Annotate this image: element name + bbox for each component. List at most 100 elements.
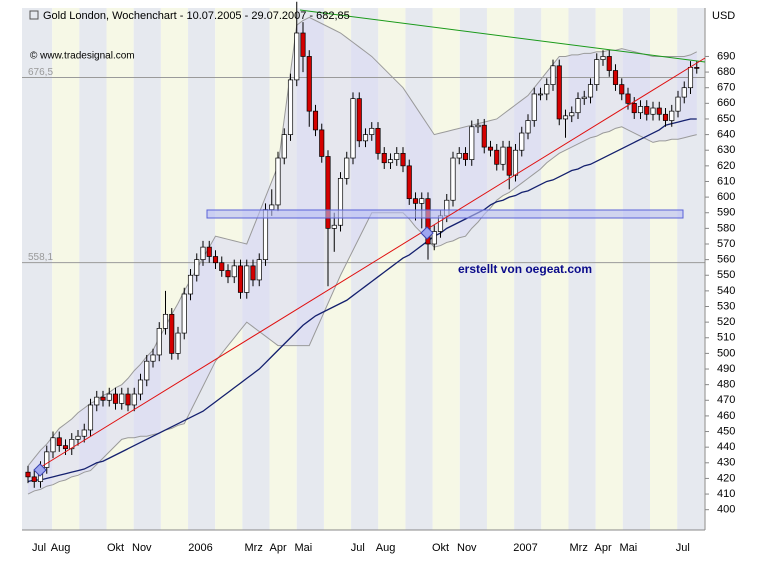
y-tick-label: 570 [717, 238, 735, 250]
y-tick-label: 460 [717, 410, 735, 422]
candle-body [225, 270, 231, 278]
reference-label: 676,5 [28, 67, 53, 78]
candle-body [206, 246, 212, 257]
candle-body [294, 32, 300, 81]
candle-body [62, 445, 69, 450]
candle-body [106, 393, 112, 401]
candle-body [387, 159, 394, 164]
y-tick-label: 480 [717, 379, 735, 391]
y-tick-label: 420 [717, 472, 735, 484]
candle-body [587, 84, 594, 98]
candle-body [687, 67, 694, 89]
y-tick-label: 580 [717, 222, 735, 234]
candle-body [119, 393, 125, 404]
y-tick-label: 660 [717, 97, 735, 109]
month-stripe [106, 8, 134, 530]
candle-body [275, 157, 281, 206]
candle-body [500, 146, 506, 165]
candle-body [44, 451, 50, 468]
x-tick-label: Jul [32, 542, 46, 554]
candle-body [600, 56, 606, 60]
candle-body [575, 98, 581, 114]
icon [29, 10, 39, 20]
candle-body [356, 98, 362, 142]
candle-body [625, 93, 631, 104]
candle-body [637, 106, 644, 114]
candle-body [194, 259, 200, 276]
candle-body [337, 178, 344, 226]
unit: USD [712, 10, 735, 22]
candle-body [469, 126, 475, 160]
x-tick-label: Nov [132, 542, 152, 554]
x-tick-label: Mai [295, 542, 313, 554]
candle-body [237, 265, 244, 293]
candle-body [300, 32, 306, 57]
candle-body [256, 259, 262, 281]
candle-body [75, 435, 81, 440]
x-tick-label: Jul [676, 542, 690, 554]
candle-body [331, 224, 337, 229]
candle-body [519, 132, 525, 151]
month-stripe [486, 8, 515, 530]
candle-body [619, 84, 625, 95]
candle-body [287, 79, 294, 135]
candle-body [512, 149, 519, 176]
annotation: erstellt von oegeat.com [458, 262, 592, 276]
candle-body [487, 146, 494, 151]
candle-body [31, 476, 37, 482]
candle-body [137, 379, 144, 395]
candle-body [369, 127, 375, 135]
x-tick-label: 2007 [513, 542, 537, 554]
x-tick-label: Mrz [570, 542, 588, 554]
y-tick-label: 620 [717, 160, 735, 172]
x-tick-label: Aug [376, 542, 396, 554]
candle-body [425, 198, 431, 245]
y-tick-label: 530 [717, 300, 735, 312]
band-area [28, 17, 697, 495]
y-tick-label: 430 [717, 457, 735, 469]
candle-body [381, 152, 387, 164]
candle-body [612, 70, 619, 85]
candle-body [362, 134, 369, 142]
candle-body [462, 152, 469, 160]
y-tick-label: 540 [717, 285, 735, 297]
y-tick-label: 440 [717, 441, 735, 453]
candle-body [400, 152, 406, 167]
candle-body [550, 65, 556, 85]
candle-body [169, 313, 175, 354]
candle-body [675, 96, 681, 112]
x-tick-label: Mrz [245, 542, 263, 554]
y-tick-label: 470 [717, 394, 735, 406]
x-tick-label: Nov [457, 542, 477, 554]
trendline-red [35, 57, 706, 471]
x-tick-label: Apr [270, 542, 287, 554]
y-tick-label: 500 [717, 347, 735, 359]
y-tick-label: 510 [717, 332, 735, 344]
candle-body [69, 439, 75, 450]
candle-body [694, 67, 700, 69]
candle-body [231, 265, 237, 278]
candle-body [606, 56, 612, 71]
candle-body [537, 93, 544, 96]
candle-body [419, 198, 425, 204]
candle-body [662, 113, 669, 121]
month-stripe [459, 8, 487, 530]
candle-body [644, 106, 650, 115]
candle-body [456, 152, 462, 159]
moving-average [27, 118, 697, 483]
candle-body [375, 127, 381, 154]
x-tick-label: Apr [595, 542, 612, 554]
candle-body [581, 96, 587, 99]
reference-label: 558,1 [28, 252, 53, 263]
candle-body [631, 102, 637, 114]
candle-body [50, 437, 56, 453]
candle-body [531, 93, 537, 121]
trendline-green [299, 9, 706, 63]
y-tick-label: 490 [717, 363, 735, 375]
candle-body [56, 437, 62, 446]
candle-body [200, 246, 206, 260]
candle-body [431, 231, 437, 245]
support-zone [206, 209, 684, 219]
x-tick-label: Okt [107, 542, 124, 554]
month-stripe [160, 8, 189, 530]
